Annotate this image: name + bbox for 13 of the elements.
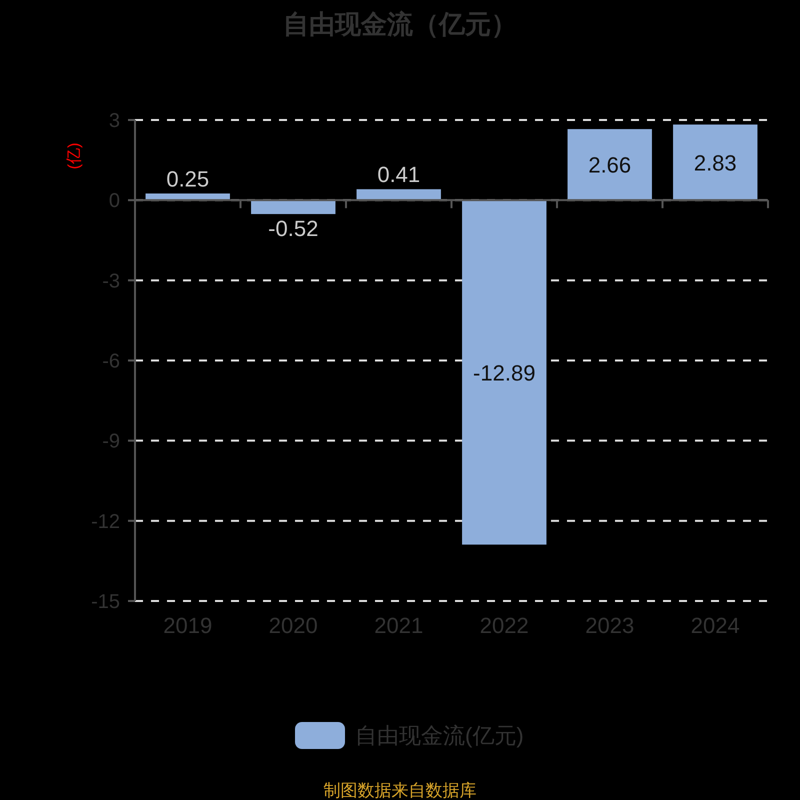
data-label: 0.41 xyxy=(377,162,420,188)
y-axis-title: (亿) xyxy=(66,142,83,170)
data-label: -12.89 xyxy=(473,360,536,386)
bar xyxy=(251,200,336,214)
text: 制图数据来自数据库 xyxy=(324,781,476,800)
bar xyxy=(462,200,546,545)
data-label: 2.83 xyxy=(694,150,737,176)
data-label: 0.25 xyxy=(166,166,210,192)
bar xyxy=(568,129,652,200)
data-label: 2.66 xyxy=(588,152,632,178)
data-label: -0.52 xyxy=(268,216,318,242)
bar xyxy=(673,124,758,200)
bar xyxy=(356,189,441,200)
